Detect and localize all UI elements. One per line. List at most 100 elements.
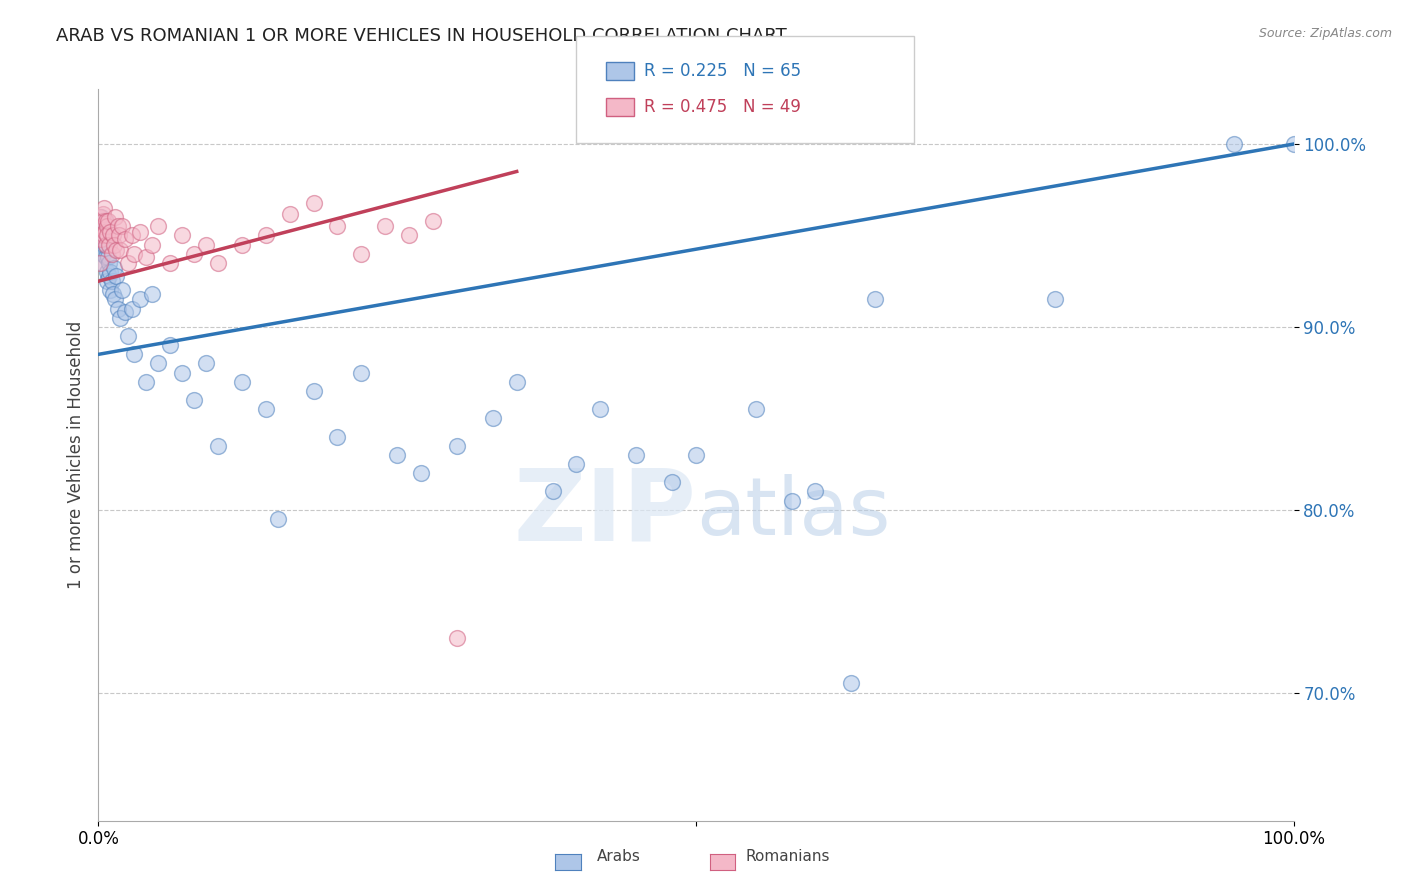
Text: ZIP: ZIP (513, 465, 696, 562)
Point (326, 430, 349, 444)
Point (1282, 137, 1305, 152)
Point (121, 301, 143, 316)
Point (90, 232, 112, 246)
Point (148, 357, 170, 371)
Text: Source: ZipAtlas.com: Source: ZipAtlas.com (1258, 27, 1392, 40)
Point (254, 402, 277, 417)
Point (422, 214, 444, 228)
Point (97, 268, 120, 283)
Point (231, 237, 253, 252)
Point (278, 206, 301, 220)
Point (117, 256, 139, 270)
Point (124, 347, 146, 361)
Point (385, 448, 409, 462)
Point (195, 237, 218, 252)
Point (685, 448, 707, 462)
Point (172, 366, 194, 380)
Point (111, 219, 134, 234)
Point (94, 251, 117, 265)
Point (117, 329, 139, 343)
Point (565, 457, 588, 471)
Point (121, 228, 143, 243)
Point (89, 219, 111, 234)
Point (541, 484, 564, 499)
Point (98, 237, 121, 252)
Point (97, 214, 120, 228)
Point (661, 475, 683, 490)
Point (90, 237, 112, 252)
Point (89, 256, 111, 270)
Point (94, 225, 117, 239)
Point (129, 225, 152, 239)
Point (589, 402, 612, 417)
Point (302, 384, 325, 398)
Text: ARAB VS ROMANIAN 1 OR MORE VEHICLES IN HOUSEHOLD CORRELATION CHART: ARAB VS ROMANIAN 1 OR MORE VEHICLES IN H… (56, 27, 787, 45)
Text: Arabs: Arabs (596, 849, 641, 863)
Point (841, 676, 863, 690)
Point (141, 287, 163, 301)
Point (91, 206, 114, 220)
Point (108, 310, 131, 325)
Point (231, 375, 253, 389)
Point (124, 247, 146, 261)
Point (183, 247, 205, 261)
Point (89, 211, 111, 225)
Point (96, 237, 118, 252)
Point (398, 228, 420, 243)
Point (107, 301, 129, 316)
Point (148, 219, 170, 234)
Point (96, 265, 118, 279)
Point (98, 256, 121, 270)
Point (103, 237, 125, 252)
Point (104, 293, 127, 307)
Point (374, 219, 396, 234)
Point (626, 448, 648, 462)
Point (135, 375, 157, 389)
Point (111, 284, 134, 298)
Point (89, 228, 111, 243)
Point (107, 228, 129, 243)
Y-axis label: 1 or more Vehicles in Household: 1 or more Vehicles in Household (66, 321, 84, 589)
Point (207, 256, 229, 270)
Point (96, 219, 118, 234)
Point (195, 357, 218, 371)
Point (91, 247, 114, 261)
Point (90, 211, 112, 225)
Point (780, 493, 803, 508)
Point (93, 225, 115, 239)
Point (91, 219, 114, 234)
Text: R = 0.475   N = 49: R = 0.475 N = 49 (644, 98, 801, 116)
Point (183, 393, 205, 408)
Point (103, 261, 125, 276)
Point (159, 338, 181, 352)
Point (98, 225, 122, 239)
Point (93, 237, 115, 252)
Point (1043, 293, 1066, 307)
Point (107, 219, 129, 234)
Point (93, 228, 115, 243)
Point (100, 274, 122, 288)
Point (91, 228, 114, 243)
Point (159, 256, 181, 270)
Point (97, 251, 120, 265)
Point (135, 251, 157, 265)
Point (100, 247, 122, 261)
Point (114, 232, 136, 246)
Point (267, 512, 290, 526)
Point (98, 265, 122, 279)
Point (1223, 137, 1246, 152)
Text: atlas: atlas (696, 475, 890, 552)
Point (411, 467, 433, 481)
Point (96, 237, 118, 252)
Text: Romanians: Romanians (745, 849, 830, 863)
Point (105, 268, 128, 283)
Point (302, 195, 325, 210)
Point (94, 214, 117, 228)
Point (91, 214, 114, 228)
Point (101, 228, 124, 243)
Point (350, 247, 373, 261)
Point (101, 287, 124, 301)
Point (96, 228, 118, 243)
Point (446, 631, 468, 645)
Point (141, 237, 163, 252)
